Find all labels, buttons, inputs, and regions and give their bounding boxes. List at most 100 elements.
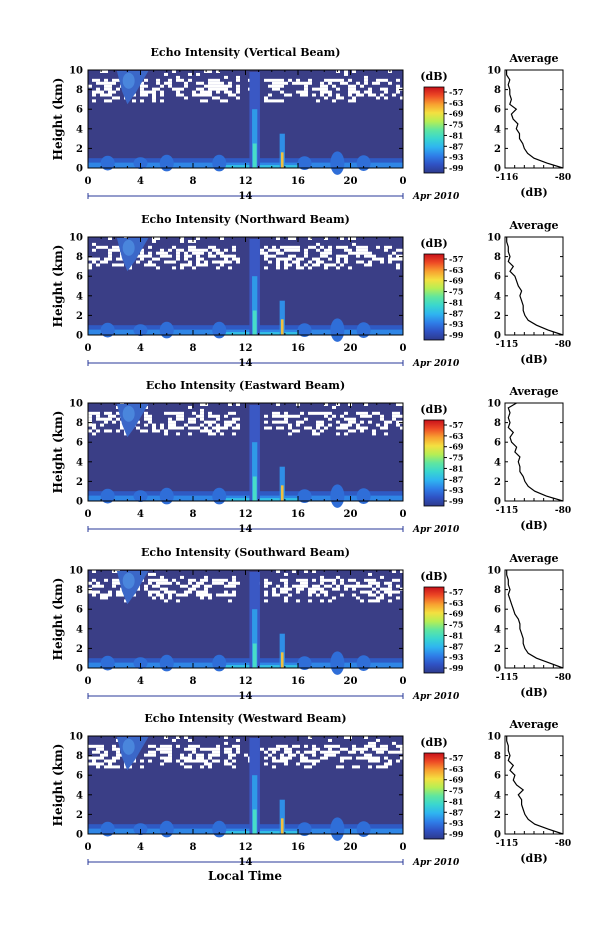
no-echo-cell [232, 254, 236, 258]
no-echo-cell [320, 87, 324, 91]
no-echo-cell [152, 423, 156, 427]
no-echo-cell [164, 429, 168, 433]
no-echo-cell [200, 593, 204, 597]
no-echo-cell [228, 84, 232, 88]
no-echo-cell [360, 420, 364, 424]
no-echo-cell [288, 750, 292, 754]
no-echo-cell [148, 90, 152, 94]
colorbar-tick-label: -99 [449, 496, 464, 506]
no-echo-cell [216, 87, 220, 91]
no-echo-cell [224, 423, 228, 427]
avg-y-tick-label: 4 [494, 624, 501, 635]
no-echo-cell [144, 263, 148, 267]
echo-bump [330, 817, 345, 841]
no-echo-cell [288, 237, 292, 240]
no-echo-gaps [88, 570, 404, 603]
avg-y-tick-label: 4 [494, 291, 501, 302]
no-echo-cell [92, 759, 96, 763]
no-echo-cell [140, 765, 144, 769]
no-echo-cell [380, 575, 384, 579]
colorbar-tick-label: -87 [449, 807, 463, 817]
no-echo-cell [288, 753, 292, 757]
no-echo-cell [176, 248, 180, 252]
no-echo-cell [116, 257, 120, 261]
no-echo-cell [192, 759, 196, 763]
no-echo-cell [200, 99, 204, 103]
no-echo-cell [168, 248, 172, 252]
average-profile-line [506, 70, 564, 169]
colorbar-tick-label: -57 [449, 87, 463, 97]
no-echo-cell [112, 744, 116, 748]
no-echo-cell [232, 248, 236, 252]
colorbar-tick-label: -99 [449, 163, 464, 173]
no-echo-cell [344, 587, 348, 591]
x-tick-label: 8 [190, 176, 197, 187]
no-echo-cell [308, 260, 312, 264]
no-echo-cell [392, 417, 396, 421]
no-echo-cell [308, 599, 312, 603]
no-echo-cell [396, 414, 400, 418]
no-echo-cell [332, 578, 336, 582]
avg-y-tick-label: 2 [494, 810, 501, 821]
no-echo-cell [364, 756, 368, 760]
no-echo-cell [292, 245, 296, 249]
no-echo-cell [172, 590, 176, 594]
no-echo-cell [376, 747, 380, 751]
avg-y-tick-label: 8 [494, 85, 501, 96]
no-echo-cell [104, 429, 108, 433]
no-echo-cell [164, 747, 168, 751]
no-echo-cell [296, 590, 300, 594]
colorbar-tick-label: -57 [449, 587, 463, 597]
no-echo-cell [384, 432, 388, 436]
avg-y-tick-label: 2 [494, 644, 501, 655]
no-echo-cell [108, 414, 112, 418]
average-title: Average [508, 718, 558, 731]
no-echo-cell [184, 251, 188, 255]
boundary-layer-peak [219, 165, 312, 168]
no-echo-cell [92, 260, 96, 264]
no-echo-cell [228, 266, 232, 270]
no-echo-cell [224, 426, 228, 430]
no-echo-cell [180, 593, 184, 597]
no-echo-cell [368, 590, 372, 594]
no-echo-cell [168, 759, 172, 763]
no-echo-cell [92, 423, 96, 427]
no-echo-cell [104, 753, 108, 757]
no-echo-cell [120, 257, 124, 261]
x-tick-label: 8 [190, 343, 197, 354]
no-echo-cell [116, 750, 120, 754]
no-echo-cell [320, 590, 324, 594]
average-frame [504, 569, 564, 669]
no-echo-cell [168, 81, 172, 85]
no-echo-cell [360, 245, 364, 249]
no-echo-cell [388, 584, 392, 588]
no-echo-cell [116, 753, 120, 757]
no-echo-cell [220, 87, 224, 91]
no-echo-cell [208, 81, 212, 85]
no-echo-cell [352, 87, 356, 91]
y-tick-label: 10 [69, 66, 83, 77]
no-echo-cell [160, 578, 164, 582]
no-echo-cell [184, 593, 188, 597]
no-echo-cell [320, 245, 324, 249]
no-echo-cell [160, 593, 164, 597]
no-echo-cell [336, 744, 340, 748]
no-echo-cell [372, 759, 376, 763]
no-echo-cell [368, 593, 372, 597]
no-echo-cell [160, 581, 164, 585]
no-echo-cell [180, 248, 184, 252]
no-echo-cell [364, 744, 368, 748]
no-echo-cell [112, 581, 116, 585]
no-echo-cell [144, 78, 148, 82]
no-echo-cell [324, 96, 328, 100]
no-echo-cell [196, 72, 200, 76]
no-echo-gaps [88, 237, 404, 270]
no-echo-cell [272, 254, 276, 258]
no-echo-cell [200, 753, 204, 757]
no-echo-cell [276, 248, 280, 252]
no-echo-cell [400, 403, 404, 406]
no-echo-cell [280, 587, 284, 591]
x-tick-label: 0 [85, 509, 92, 520]
no-echo-cell [152, 572, 156, 576]
